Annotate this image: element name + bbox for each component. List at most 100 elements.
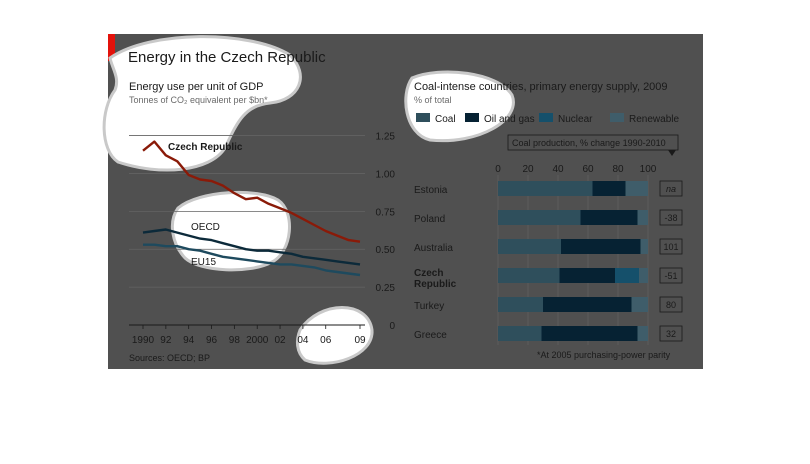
bar-chart-legend: Coal Oil and gas Nuclear Renewable xyxy=(416,113,679,125)
figure-title: Energy in the Czech Republic xyxy=(128,49,326,66)
bar-segment-poland-renewable xyxy=(637,210,648,225)
coal-production-value: 32 xyxy=(666,329,676,339)
bar-segment-australia-oil-and-gas xyxy=(561,239,641,254)
white-blob-overlays xyxy=(102,35,515,365)
line-chart-x-tick-label: 2000 xyxy=(246,335,269,346)
line-chart-x-tick-label: 09 xyxy=(354,335,366,346)
bar-chart-x-ticks: 0 20 40 60 80 100 xyxy=(495,164,657,345)
coal-production-value-box xyxy=(659,238,683,255)
line-chart-x-tick-label: 02 xyxy=(274,335,286,346)
line-chart-subtitle: Tonnes of CO₂ equivalent per $bn* xyxy=(129,95,268,105)
bar-segment-turkey-coal xyxy=(498,297,543,312)
coal-production-value-box xyxy=(659,296,683,313)
line-series-czech-republic xyxy=(142,140,361,243)
bar-segment-australia-renewable xyxy=(640,239,648,254)
bar-chart-x-tick-label: 80 xyxy=(612,164,624,175)
bar-chart-subtitle: % of total xyxy=(414,95,452,105)
bar-segment-poland-coal xyxy=(498,210,581,225)
bar-segment-estonia-coal xyxy=(498,181,593,196)
legend-label-oil-and-gas: Oil and gas xyxy=(484,114,535,125)
bar-chart-x-tick-label: 100 xyxy=(640,164,657,175)
white-blob-3 xyxy=(295,306,374,365)
legend-swatch-nuclear xyxy=(539,113,553,122)
bar-segment-greece-oil-and-gas xyxy=(541,326,638,341)
category-label-turkey: Turkey xyxy=(414,301,444,312)
coal-production-values: na -38 101 -51 80 32 xyxy=(659,180,683,342)
line-chart-x-tick-label: 06 xyxy=(320,335,332,346)
bar-segment-turkey-renewable xyxy=(631,297,648,312)
category-label-poland: Poland xyxy=(414,214,445,225)
coal-production-value-box xyxy=(659,180,683,197)
coal-production-value: -38 xyxy=(664,213,677,223)
line-chart-y-tick-label: 0.25 xyxy=(376,283,396,294)
coal-production-value: 80 xyxy=(666,300,676,310)
bar-segment-czech-republic-oil-and-gas xyxy=(559,268,615,283)
bar-segment-czech-republic-renewable xyxy=(639,268,648,283)
coal-production-value-box xyxy=(659,209,683,226)
bar-segment-estonia-renewable xyxy=(625,181,648,196)
coal-production-value-box xyxy=(659,267,683,284)
source-note: Sources: OECD; BP xyxy=(129,353,210,363)
line-chart-y-tick-label: 0 xyxy=(389,321,395,332)
line-chart-x-ticks: 1990 92 94 96 98 2000 02 04 06 09 xyxy=(132,325,366,346)
line-chart-title: Energy use per unit of GDP xyxy=(129,81,264,93)
bar-segment-czech-republic-coal xyxy=(498,268,560,283)
line-chart-x-tick-label: 98 xyxy=(229,335,241,346)
legend-swatch-oil-and-gas xyxy=(465,113,479,122)
line-chart-y-tick-label: 1.25 xyxy=(376,132,396,143)
line-chart: Energy use per unit of GDP Tonnes of CO₂… xyxy=(129,81,395,346)
footnote: *At 2005 purchasing-power parity xyxy=(537,350,671,360)
bar-segment-turkey-oil-and-gas xyxy=(543,297,632,312)
bar-segment-poland-oil-and-gas xyxy=(580,210,638,225)
line-chart-x-tick-label: 94 xyxy=(183,335,195,346)
bar-chart-category-labels: Estonia Poland Australia Czech Republic Turke… xyxy=(414,185,457,341)
brand-red-tab xyxy=(108,34,115,61)
line-series-eu15 xyxy=(143,243,361,277)
coal-production-value: na xyxy=(666,184,676,194)
coal-production-callout: Coal production, % change 1990-2010 xyxy=(507,134,679,156)
line-chart-y-tick-label: 0.75 xyxy=(376,207,396,218)
legend-label-coal: Coal xyxy=(435,114,456,125)
category-label-greece: Greece xyxy=(414,330,447,341)
legend-swatch-coal xyxy=(416,113,430,122)
legend-label-renewable: Renewable xyxy=(629,114,679,125)
coal-production-callout-box xyxy=(507,134,679,151)
line-chart-y-tick-label: 0.50 xyxy=(376,245,396,256)
coal-production-callout-pointer xyxy=(668,150,676,156)
bar-segment-estonia-oil-and-gas xyxy=(592,181,626,196)
series-label-czech-republic: Czech Republic xyxy=(168,142,243,153)
coal-production-value: -51 xyxy=(664,271,677,281)
bar-segment-greece-renewable xyxy=(637,326,648,341)
line-chart-x-tick-label: 92 xyxy=(160,335,172,346)
white-blob-1 xyxy=(102,35,302,172)
coal-production-callout-label: Coal production, % change 1990-2010 xyxy=(512,138,666,148)
category-label-czech-republic-line: Republic xyxy=(414,279,457,290)
stacked-bar-chart: Coal-intense countries, primary energy s… xyxy=(414,81,683,345)
line-chart-y-ticks: 1.25 1.00 0.75 0.50 0.25 0 xyxy=(376,132,396,332)
bar-segment-greece-coal xyxy=(498,326,542,341)
coal-production-value: 101 xyxy=(663,242,678,252)
bar-segment-czech-republic-nuclear xyxy=(615,268,639,283)
series-label-eu15: EU15 xyxy=(191,257,216,268)
line-chart-x-tick-label: 04 xyxy=(297,335,309,346)
bar-segment-australia-coal xyxy=(498,239,561,254)
line-chart-series xyxy=(142,140,361,277)
line-series-oecd xyxy=(142,228,361,266)
coal-production-value-box xyxy=(659,325,683,342)
bar-chart-title: Coal-intense countries, primary energy s… xyxy=(414,81,668,93)
category-label-czech-republic: Czech Republic xyxy=(414,268,457,290)
category-label-australia: Australia xyxy=(414,243,453,254)
legend-label-nuclear: Nuclear xyxy=(558,114,593,125)
bar-chart-bars xyxy=(498,181,648,341)
line-chart-y-tick-label: 1.00 xyxy=(376,169,396,180)
bar-chart-x-tick-label: 60 xyxy=(582,164,594,175)
series-label-oecd: OECD xyxy=(191,222,220,233)
category-label-czech-republic-line: Czech xyxy=(414,268,443,279)
white-blob-4 xyxy=(404,70,515,143)
line-chart-x-tick-label: 96 xyxy=(206,335,218,346)
line-chart-x-tick-label: 1990 xyxy=(132,335,155,346)
bar-chart-x-tick-label: 40 xyxy=(552,164,564,175)
category-label-estonia: Estonia xyxy=(414,185,448,196)
bar-chart-x-tick-label: 20 xyxy=(522,164,534,175)
